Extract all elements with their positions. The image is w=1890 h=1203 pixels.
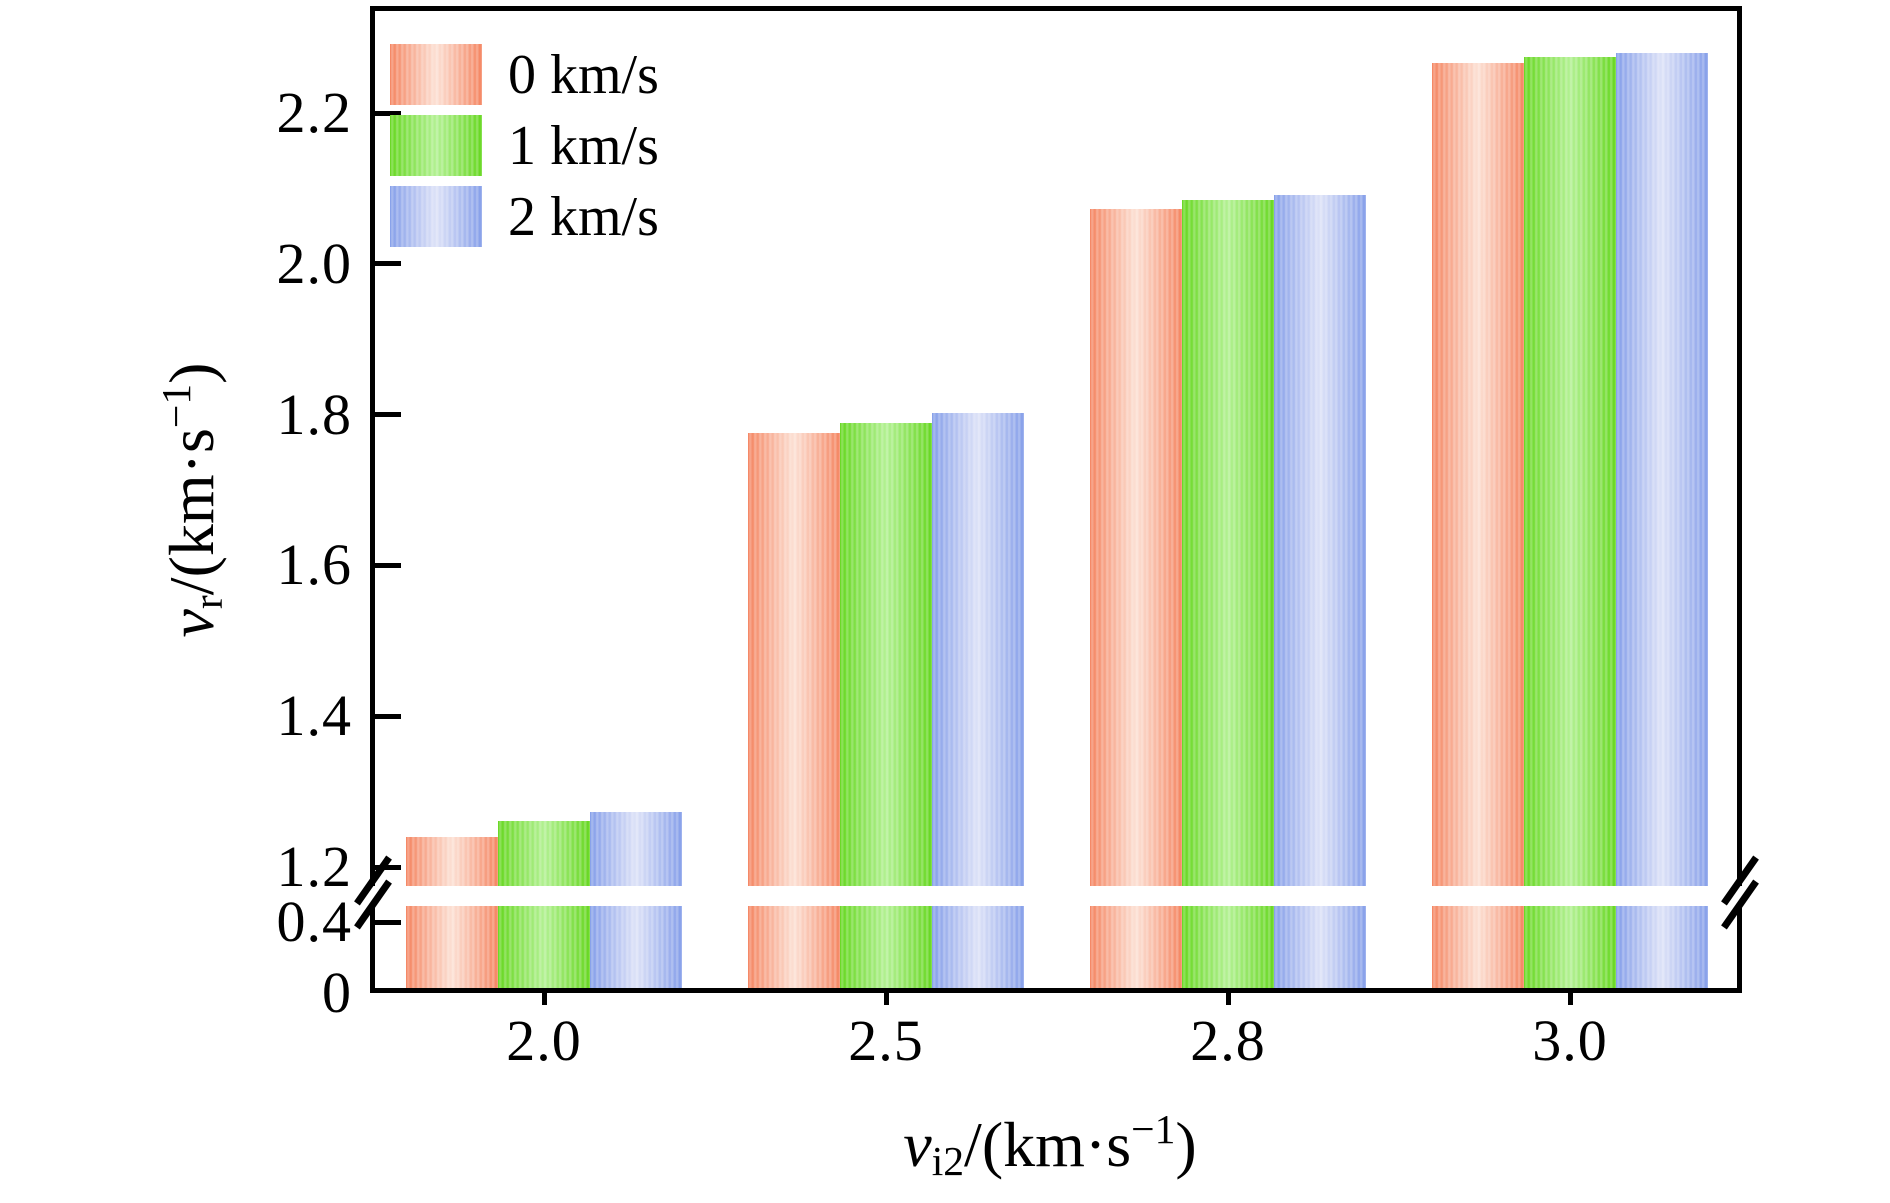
axis-break-band [366,886,1746,906]
legend-label: 1 km/s [508,114,659,177]
y-tick [375,562,401,568]
x-tick [1225,992,1231,1005]
legend-swatch-2km/s [390,186,482,247]
bar-0km/s-x2.0 [406,836,498,988]
x-title-subscript: i2 [931,1138,965,1185]
bar-0km/s-x2.8 [1090,208,1182,988]
y-tick [375,919,401,925]
legend: 0 km/s 1 km/s 2 km/s [390,43,659,248]
y-tick [375,110,401,116]
bar-2km/s-x3.0 [1616,52,1708,988]
x-title-close-paren: ) [1175,1109,1197,1180]
legend-label: 2 km/s [508,185,659,248]
y-tick-label: 0.4 [276,889,352,954]
legend-item-2km/s: 2 km/s [390,185,659,248]
x-tick-label: 2.8 [1190,1008,1266,1073]
y-tick-label: 1.4 [276,683,352,749]
legend-label: 0 km/s [508,43,659,106]
x-title-unit: /(km·s [964,1109,1132,1180]
y-tick [375,261,401,267]
bar-1km/s-x3.0 [1524,57,1616,988]
y-tick-label: 1.8 [276,381,352,447]
y-tick-label: 1.6 [276,532,352,598]
y-title-close-paren: ) [156,362,227,384]
bar-1km/s-x2.8 [1182,199,1274,988]
y-tick-label: 2.0 [276,230,352,296]
y-axis-title: vr/(km·s−1) [153,362,232,638]
y-tick-label: 1.2 [276,834,352,899]
x-tick [541,992,547,1005]
y-tick [375,713,401,719]
y-tick-label: 2.2 [276,80,352,145]
x-axis-title: vi2/(km·s−1) [903,1106,1197,1185]
x-tick-label: 2.5 [848,1008,924,1073]
legend-item-0km/s: 0 km/s [390,43,659,106]
y-title-exponent: −1 [153,383,200,429]
y-title-unit: /(km·s [156,428,227,596]
legend-swatch-1km/s [390,115,482,176]
y-title-variable: v [156,609,227,638]
y-title-subscript: r [185,595,232,610]
x-title-variable: v [903,1109,932,1180]
x-title-exponent: −1 [1131,1106,1176,1153]
y-tick [375,412,401,418]
bar-2km/s-x2.8 [1274,195,1366,988]
y-tick [375,864,401,870]
x-tick-label: 3.0 [1532,1008,1608,1073]
bar-0km/s-x3.0 [1432,63,1524,988]
legend-swatch-0km/s [390,44,482,105]
y-tick-label: 0 [322,960,352,1025]
x-tick [1567,992,1573,1005]
x-tick [883,992,889,1005]
legend-item-1km/s: 1 km/s [390,114,659,177]
x-tick-label: 2.0 [506,1008,582,1073]
